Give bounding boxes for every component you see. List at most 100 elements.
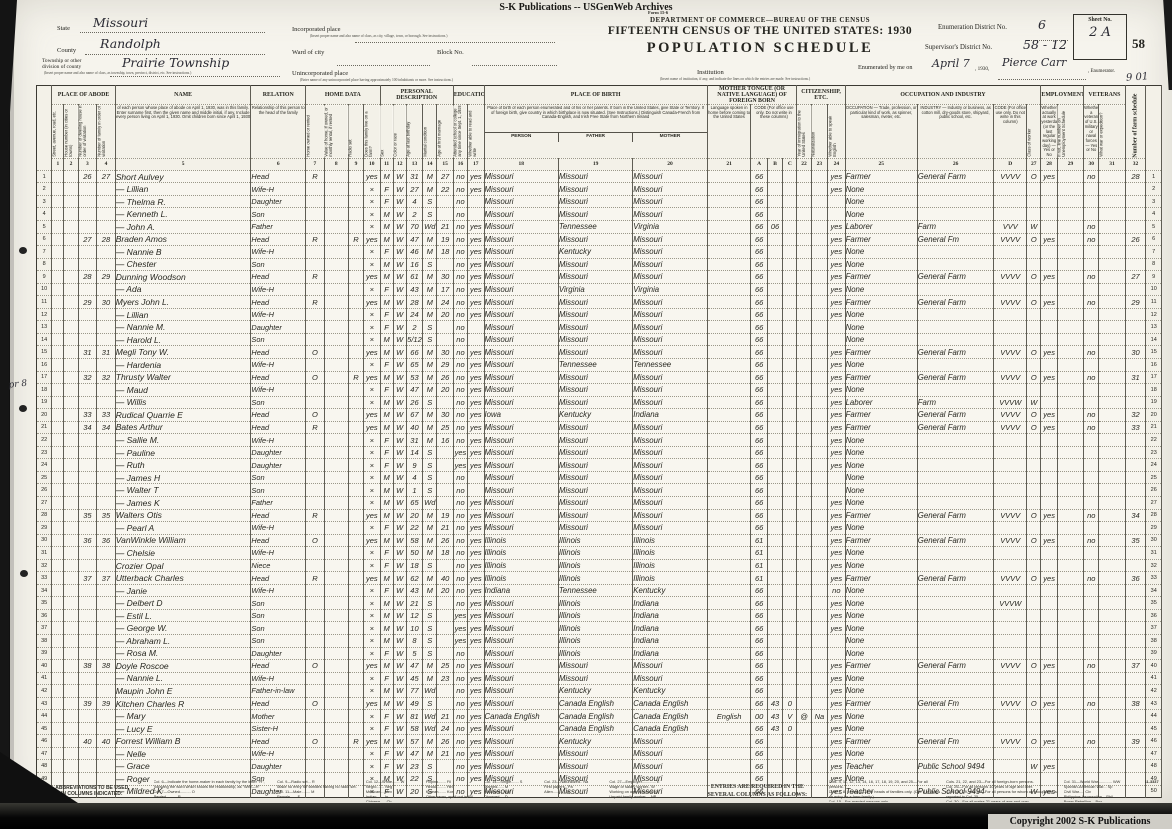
cell-nat <box>811 396 829 410</box>
cell-afm: 30 <box>436 270 454 284</box>
cell-emp: yes <box>1040 509 1058 523</box>
cell-tongue <box>707 521 752 535</box>
cell-tongue <box>707 170 752 184</box>
cell-dwell <box>78 258 98 272</box>
cell-street <box>51 483 65 497</box>
cell-farm: × <box>363 596 381 610</box>
cell-dwell: 31 <box>78 345 98 359</box>
cell-cB <box>767 647 784 661</box>
cell-farm: × <box>363 709 381 723</box>
cell-name: — James K <box>115 496 252 510</box>
cell-radio <box>348 345 365 359</box>
col-school: Attended school or college any time sinc… <box>453 104 468 159</box>
cell-fsched <box>1125 759 1147 774</box>
cell-occ: None <box>845 521 918 535</box>
cell-school: no <box>453 245 469 259</box>
cell-bp: Canada English <box>484 709 559 723</box>
cell-dwell <box>78 483 98 497</box>
column-number: 25 <box>845 158 918 171</box>
cell-race: W <box>393 446 407 460</box>
cell-class <box>1026 747 1042 761</box>
cell-age: 31 <box>406 433 424 447</box>
cell-name: Rudical Quarrie E <box>115 408 252 422</box>
cell-tongue <box>707 345 752 359</box>
cell-war <box>1098 333 1126 347</box>
cell-fsched <box>1125 483 1147 497</box>
col-home-value: Value of home, if owned, or monthly rent… <box>324 104 349 159</box>
cell-cB <box>767 483 784 497</box>
cell-class: O <box>1026 408 1042 422</box>
cell-nat <box>811 546 829 560</box>
line-number-right: 26 <box>1145 483 1162 497</box>
cell-name: Braden Amos <box>115 233 252 247</box>
cell-vet: no <box>1083 170 1100 184</box>
cell-home: O <box>305 371 325 385</box>
cell-fsched <box>1125 471 1147 485</box>
cell-home <box>305 433 325 447</box>
cell-occ: None <box>845 195 918 209</box>
cell-cB <box>767 345 784 359</box>
cell-ind <box>917 496 995 510</box>
cell-ind: Farm <box>917 220 995 234</box>
cell-afm: 19 <box>436 233 454 247</box>
cell-home: O <box>305 659 325 673</box>
cell-sex: F <box>380 709 394 723</box>
cell-house <box>63 534 79 548</box>
cell-name: — Pearl A <box>115 521 252 535</box>
cell-cA: 66 <box>750 496 768 510</box>
cell-relation: Sister-H <box>250 722 307 736</box>
cell-school: no <box>453 383 469 397</box>
line-number-right: 27 <box>1145 496 1162 510</box>
cell-name: — Grace <box>115 759 252 774</box>
cell-age: 49 <box>406 697 424 711</box>
cell-age: 47 <box>406 747 424 761</box>
cell-bm: Missouri <box>632 458 708 472</box>
cell-imm <box>796 258 812 272</box>
cell-cB <box>767 684 784 698</box>
cell-farm: × <box>363 195 381 209</box>
cell-codeD: VVVV <box>993 295 1028 309</box>
cell-radio <box>348 559 365 573</box>
ink-blot <box>19 247 27 254</box>
cell-home: R <box>305 509 325 523</box>
cell-cC <box>782 534 798 548</box>
cell-value <box>324 170 349 184</box>
line-number-right: 43 <box>1145 697 1162 711</box>
cell-afm: 24 <box>436 722 454 736</box>
cell-street <box>51 672 65 686</box>
cell-marital: M <box>422 509 438 523</box>
cell-cC <box>782 559 798 573</box>
cell-fsched <box>1125 207 1147 221</box>
cell-school: no <box>453 483 469 497</box>
cell-relation: Head <box>250 345 307 359</box>
cell-school: no <box>453 521 469 535</box>
cell-street <box>51 446 65 460</box>
cell-sex: F <box>380 785 394 799</box>
cell-cB <box>767 308 784 322</box>
cell-race: W <box>393 408 407 422</box>
line-number-right: 39 <box>1145 647 1162 661</box>
cell-class: O <box>1026 421 1042 435</box>
cell-house <box>63 659 79 673</box>
cell-vet <box>1083 759 1100 774</box>
cell-ind <box>917 207 995 221</box>
cell-tongue <box>707 458 752 472</box>
cell-class <box>1026 433 1042 447</box>
cell-relation: Head <box>250 295 307 309</box>
cell-vet <box>1083 207 1100 221</box>
cell-afm: 26 <box>436 734 454 748</box>
line-number-left: 12 <box>35 308 53 322</box>
block-rule <box>472 56 557 66</box>
cell-name: Walters Otis <box>115 509 252 523</box>
line-number-left: 16 <box>35 358 53 372</box>
cell-home <box>305 220 325 234</box>
cell-age: 58 <box>406 722 424 736</box>
cell-tongue: English <box>707 709 752 723</box>
cell-fsched <box>1125 320 1147 334</box>
cell-bp: Missouri <box>484 446 559 460</box>
cell-bf: Missouri <box>558 233 634 247</box>
cell-tongue <box>707 672 752 686</box>
cell-bf: Missouri <box>558 207 634 221</box>
cell-fsched <box>1125 722 1147 736</box>
